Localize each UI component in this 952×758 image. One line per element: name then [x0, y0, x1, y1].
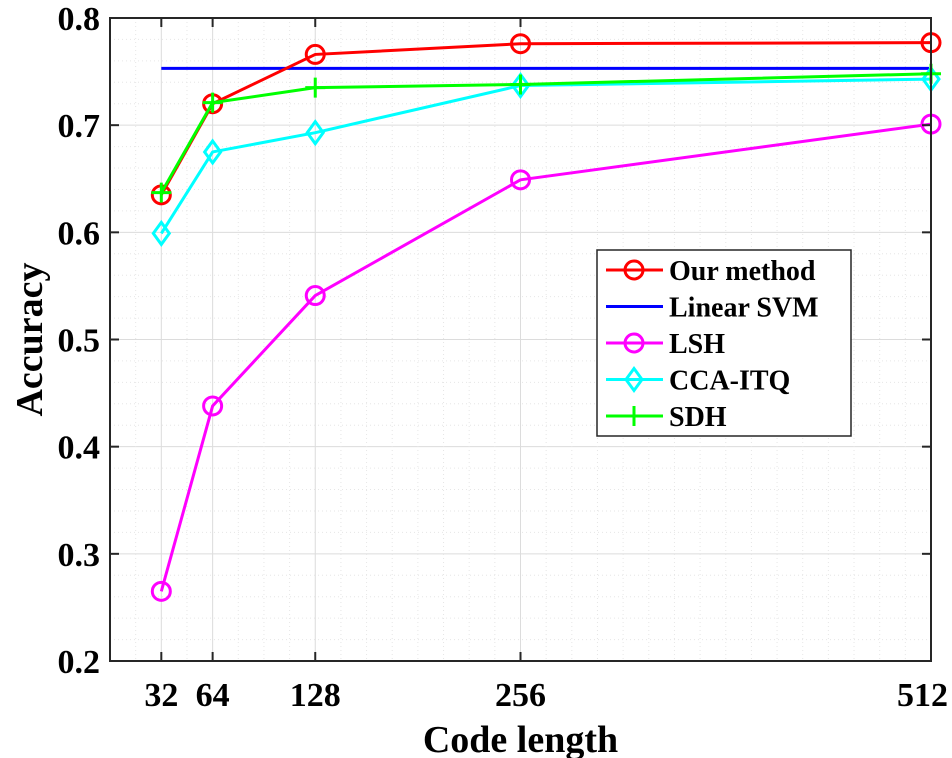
series-layer [150, 32, 942, 602]
data-point [624, 406, 644, 426]
x-tick-label: 64 [196, 677, 230, 714]
legend-label: LSH [669, 329, 725, 360]
y-tick-label: 0.8 [58, 1, 101, 38]
data-point [202, 138, 223, 166]
data-point [305, 119, 326, 147]
axis-ticks: 0.2 0.3 0.4 0.5 0.6 0.7 0.8 32 64 128 256 512 [58, 1, 949, 714]
legend-entry: SDH [606, 402, 727, 433]
x-axis-title: Code length [423, 719, 618, 758]
data-point [304, 43, 326, 65]
x-tick-label: 512 [897, 677, 948, 714]
legend-label: SDH [669, 402, 727, 433]
series-line [159, 122, 932, 592]
data-point [624, 365, 644, 394]
series-line [160, 77, 932, 235]
data-point [510, 71, 531, 100]
data-point [202, 395, 224, 417]
legend: Our method Linear SVM LSH CCA-ITQ SDH [596, 249, 852, 437]
legend-label: Linear SVM [669, 293, 819, 324]
data-point [202, 92, 223, 113]
y-tick-label: 0.7 [58, 108, 101, 145]
data-point [150, 580, 172, 602]
data-point [510, 169, 531, 191]
series-cca-itq [151, 65, 941, 247]
series-sdh [151, 63, 941, 203]
y-tick-label: 0.2 [58, 644, 101, 681]
x-tick-label: 32 [144, 677, 178, 714]
data-point [151, 182, 172, 203]
y-tick-label: 0.3 [58, 537, 101, 574]
legend-entry: CCA-ITQ [606, 366, 790, 397]
data-point [623, 332, 645, 354]
data-point [623, 259, 645, 281]
legend-label: Our method [669, 256, 816, 287]
data-point [304, 285, 326, 307]
data-point [305, 77, 326, 98]
data-point [151, 219, 172, 247]
x-tick-label: 128 [290, 677, 341, 714]
legend-label: CCA-ITQ [669, 366, 790, 397]
data-point [510, 33, 531, 55]
y-tick-label: 0.6 [58, 215, 101, 252]
y-axis-title: Accuracy [9, 262, 51, 416]
y-tick-label: 0.5 [58, 323, 101, 360]
x-tick-label: 256 [495, 677, 546, 714]
legend-entry: Our method [606, 256, 816, 287]
legend-entry: Linear SVM [606, 293, 819, 324]
legend-entry: LSH [606, 329, 725, 360]
y-tick-label: 0.4 [58, 430, 101, 467]
data-point [510, 74, 531, 95]
